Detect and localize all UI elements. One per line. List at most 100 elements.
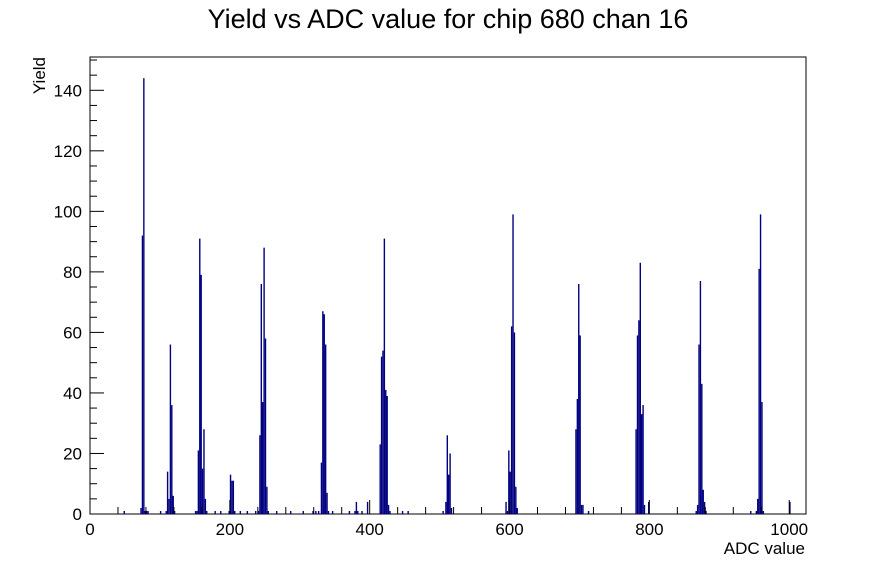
histogram-bin xyxy=(643,504,646,514)
histogram-bin xyxy=(366,501,369,514)
histogram-bin xyxy=(750,510,752,514)
histogram-bin xyxy=(327,510,330,514)
histogram-bin xyxy=(246,510,249,514)
histogram-bin xyxy=(200,274,202,514)
histogram-bin xyxy=(759,214,762,514)
histogram-bin xyxy=(386,395,388,514)
histogram-bin xyxy=(758,268,760,514)
histogram-bin xyxy=(159,510,162,514)
histogram-bin xyxy=(257,510,260,514)
y-axis-ticks: 0 20 40 60 80 100 120 140 xyxy=(54,59,104,524)
histogram-bin xyxy=(169,344,172,514)
histogram-bin xyxy=(636,335,639,514)
histogram-bin xyxy=(312,510,314,514)
histogram-bin xyxy=(385,389,387,514)
x-axis-title: ADC value xyxy=(724,539,805,558)
histogram-bin xyxy=(239,510,242,514)
histogram-bin xyxy=(320,462,323,514)
histogram-bin xyxy=(315,510,317,514)
histogram-bin xyxy=(165,510,167,514)
histogram-bin xyxy=(647,501,650,514)
histogram-bin xyxy=(513,332,516,514)
histogram-bin xyxy=(762,510,765,514)
histogram-bin xyxy=(387,504,390,514)
histogram-bin xyxy=(147,510,149,514)
histogram-bin xyxy=(168,498,170,514)
y-tick-label: 120 xyxy=(54,142,82,161)
histogram-bin xyxy=(757,498,759,514)
histogram-bin xyxy=(289,510,292,514)
histogram-bin xyxy=(389,510,391,514)
histogram-bin xyxy=(326,492,328,514)
histogram-bin xyxy=(145,510,148,514)
histogram-bin xyxy=(232,480,235,514)
histogram-bin xyxy=(580,504,583,514)
histogram-bin xyxy=(199,238,201,514)
histogram-bin xyxy=(382,350,384,514)
histogram-bin xyxy=(639,262,641,514)
histogram-bin xyxy=(449,453,451,514)
histogram-bin xyxy=(755,510,758,514)
histogram-bin xyxy=(582,504,584,514)
histogram-bin xyxy=(699,280,702,514)
histogram-bin xyxy=(260,283,263,514)
y-tick-label: 0 xyxy=(73,505,82,524)
histogram-bin xyxy=(140,507,142,514)
histogram-bin xyxy=(228,510,230,514)
y-tick-label: 100 xyxy=(54,202,82,221)
histogram-bin xyxy=(229,474,232,514)
histogram-bin xyxy=(361,510,363,514)
x-tick-label: 0 xyxy=(85,520,94,539)
histogram-bin xyxy=(506,510,509,514)
histogram-bin xyxy=(331,510,334,514)
histogram-bin xyxy=(510,326,513,514)
histogram-bin xyxy=(703,501,706,514)
histogram-bin xyxy=(203,429,205,514)
histogram-bin xyxy=(144,510,146,514)
histogram-bin xyxy=(407,510,409,514)
histogram-bars xyxy=(123,78,791,515)
histogram-bin xyxy=(322,311,324,514)
histogram-bin xyxy=(512,214,514,514)
y-tick-label: 140 xyxy=(54,81,82,100)
histogram-bin xyxy=(194,510,197,514)
x-tick-label: 200 xyxy=(216,520,244,539)
histogram-bin xyxy=(695,510,697,514)
histogram-bin xyxy=(201,468,204,514)
histogram-bin xyxy=(640,414,643,514)
histogram-bin xyxy=(263,247,265,515)
histogram-bin xyxy=(702,489,704,514)
histogram-bin xyxy=(508,450,510,514)
histogram-bin xyxy=(380,356,383,514)
histogram-bin xyxy=(383,238,386,514)
histogram-bin xyxy=(505,501,507,514)
histogram-bin xyxy=(579,335,581,514)
x-tick-label: 1000 xyxy=(770,520,808,539)
histogram-bin xyxy=(172,495,174,514)
histogram-bin xyxy=(267,510,269,514)
histogram-bin xyxy=(123,510,125,514)
histogram-bin xyxy=(761,402,763,514)
x-tick-label: 800 xyxy=(635,520,663,539)
histogram-bin xyxy=(266,486,268,514)
histogram-bin xyxy=(516,507,518,514)
histogram-bin xyxy=(442,510,444,514)
x-tick-label: 400 xyxy=(356,520,384,539)
histogram-bin xyxy=(587,510,590,514)
histogram-bin xyxy=(789,501,791,514)
histogram-bin xyxy=(642,405,644,514)
chart-title: Yield vs ADC value for chip 680 chan 16 xyxy=(207,4,689,34)
histogram-bin xyxy=(173,510,176,514)
histogram-bin xyxy=(141,235,144,514)
y-tick-label: 60 xyxy=(63,323,82,342)
y-axis-title: Yield xyxy=(30,57,49,94)
histogram-bin xyxy=(448,474,450,514)
histogram-bin xyxy=(317,510,320,514)
x-tick-label: 600 xyxy=(495,520,523,539)
histogram-bin xyxy=(401,510,404,514)
histogram-bin xyxy=(259,435,261,514)
histogram-bin xyxy=(143,78,145,514)
histogram-bin xyxy=(515,486,517,514)
histogram-bin xyxy=(445,501,447,514)
